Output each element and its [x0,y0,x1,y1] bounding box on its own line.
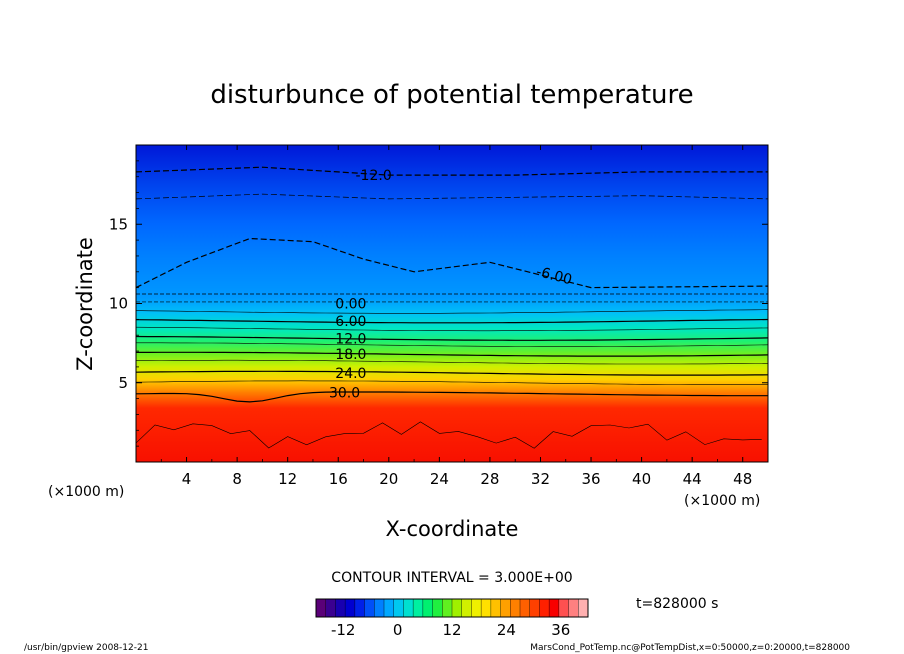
colorbar-swatch [364,599,375,617]
contour-lines [136,166,768,449]
colorbar-swatch [452,599,463,617]
colorbar-swatch [413,599,424,617]
colorbar-swatch [568,599,579,617]
x-tick-label: 28 [480,470,499,488]
colorbar-swatch [316,599,327,617]
colorbar-swatch [393,599,404,617]
footer-right: MarsCond_PotTemp.nc@PotTempDist,x=0:5000… [530,643,850,653]
colorbar-frame [315,598,589,618]
colorbar-swatch [539,599,550,617]
x-unit-right: (×1000 m) [684,493,760,509]
contour-interval-text: CONTOUR INTERVAL = 3.000E+00 [331,570,572,586]
x-tick-label: 48 [733,470,752,488]
colorbar-swatch [461,599,472,617]
y-axis-label: Z-coordinate [73,237,97,371]
y-tick-label: 5 [118,374,128,392]
colorbar-swatch [471,599,482,617]
contour-label: 0.00 [335,297,366,313]
colorbar-swatch [335,599,346,617]
colorbar [315,598,589,618]
colorbar-swatch [374,599,385,617]
contour-label: 24.0 [335,366,366,382]
colorbar-swatch [510,599,521,617]
colorbar-swatch [490,599,501,617]
temperature-field [136,145,768,462]
y-axis-ticks: 5 10 15 [109,160,768,447]
x-tick-label: 32 [531,470,550,488]
chart-title: disturbunce of potential temperature [210,80,693,110]
x-axis-label: X-coordinate [386,517,519,541]
colorbar-tick-label: 24 [497,621,516,639]
colorbar-swatch [422,599,433,617]
colorbar-swatch [345,599,356,617]
colorbar-swatch [549,599,560,617]
colorbar-swatch [529,599,540,617]
colorbar-tick-label: 0 [393,621,403,639]
x-tick-label: 4 [182,470,192,488]
contour-label: 18.0 [335,347,366,363]
colorbar-swatch [325,599,336,617]
x-tick-label: 8 [232,470,242,488]
y-tick-label: 10 [109,295,128,313]
colorbar-swatch [481,599,492,617]
x-tick-label: 44 [683,470,702,488]
colorbar-tick-label: 12 [442,621,461,639]
x-unit-left: (×1000 m) [48,484,124,500]
footer-left: /usr/bin/gpview 2008-12-21 [24,643,148,653]
x-axis-ticks: 4 8 12 16 20 24 28 32 36 40 44 48 [160,145,752,488]
x-tick-label: 40 [632,470,651,488]
colorbar-swatch [578,599,589,617]
contour-label: -12.0 [356,168,392,184]
colorbar-swatch [520,599,531,617]
time-text: t=828000 s [636,596,718,612]
colorbar-swatch [442,599,453,617]
colorbar-swatch [384,599,395,617]
x-tick-label: 12 [278,470,297,488]
colorbar-tick-label: -12 [331,621,356,639]
x-tick-label: 16 [329,470,348,488]
colorbar-swatch [558,599,569,617]
contour-label: 12.0 [335,331,366,347]
colorbar-tick-label: 36 [551,621,570,639]
x-tick-label: 36 [581,470,600,488]
colorbar-swatch [354,599,365,617]
x-tick-label: 20 [379,470,398,488]
colorbar-swatch [500,599,511,617]
contour-label: 30.0 [329,385,360,401]
colorbar-swatch [403,599,414,617]
colorbar-ticks: -12 0 12 24 36 [331,621,570,639]
contour-label: 6.00 [335,314,366,330]
y-tick-label: 15 [109,215,128,233]
colorbar-swatch [432,599,443,617]
x-tick-label: 24 [430,470,449,488]
